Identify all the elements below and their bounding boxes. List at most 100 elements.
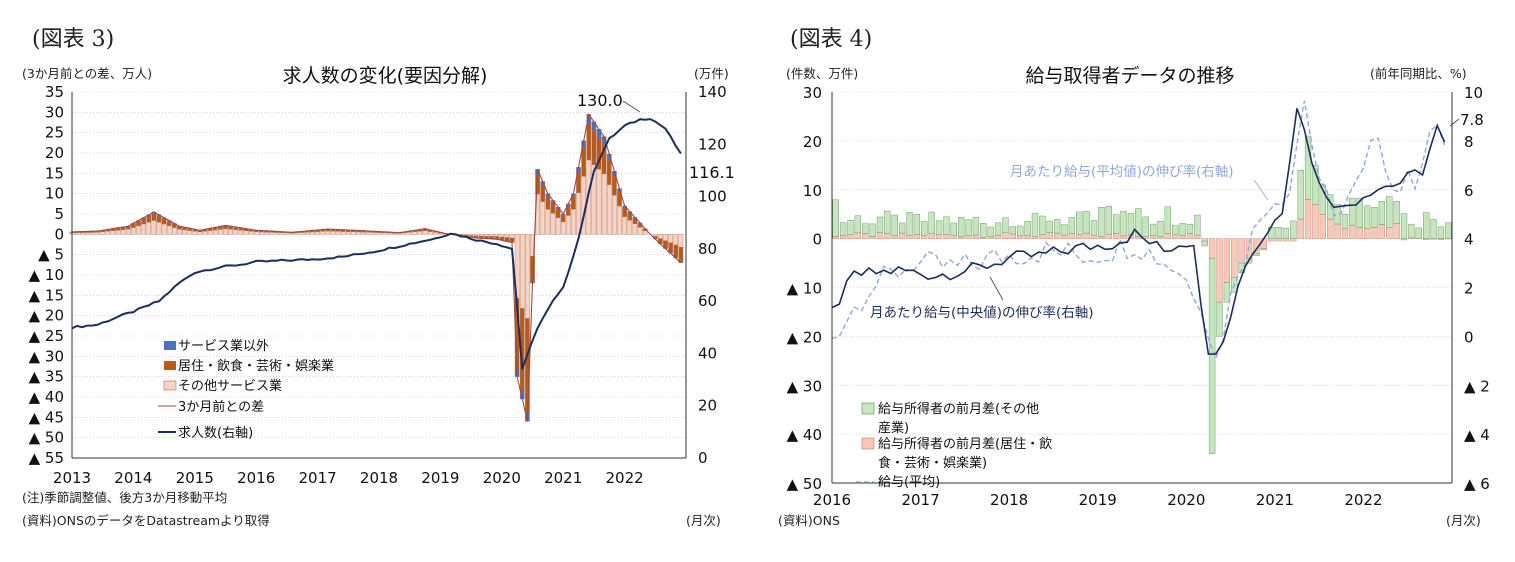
figure-label-1: (図表 3): [32, 27, 114, 52]
bar-other-11: [126, 229, 130, 234]
bar2-other-69: [1342, 214, 1348, 229]
bar2-hosp-32: [1069, 234, 1075, 239]
bar2-hosp-61: [1283, 239, 1289, 241]
bar2-hosp-53: [1224, 239, 1230, 283]
bar2-other-47: [1180, 223, 1186, 235]
bar2-other-25: [1017, 226, 1023, 236]
bar-other-84: [500, 234, 504, 237]
bar2-other-0: [833, 200, 839, 237]
bar2-other-3: [855, 216, 861, 233]
bar2-other-36: [1098, 207, 1104, 236]
bar-other-56: [356, 232, 360, 234]
legend-swatch-non-service: [164, 341, 176, 350]
bar-other-44: [295, 233, 299, 235]
bar2-other-42: [1143, 217, 1149, 237]
left-tick-1-12: ▲ 25: [29, 327, 64, 345]
bar2-hosp-36: [1098, 236, 1104, 238]
bar-hosp-102: [592, 131, 596, 165]
bar-other-6: [101, 232, 105, 235]
bar-other-61: [382, 233, 386, 235]
bar-other-117: [669, 234, 673, 243]
x-unit-2: (月次): [1446, 513, 1481, 528]
bar2-hosp-69: [1342, 229, 1348, 239]
bar2-other-13: [929, 212, 935, 234]
bar-other-78: [469, 234, 473, 235]
bar-other-5: [95, 232, 99, 234]
bar2-other-35: [1091, 220, 1097, 235]
bar2-other-48: [1187, 224, 1193, 233]
bar-other-2: [80, 233, 84, 235]
left-tick-1-16: ▲ 45: [29, 408, 64, 426]
bar-other-93: [546, 209, 550, 234]
bar2-hosp-64: [1305, 200, 1311, 239]
bar2-hosp-13: [929, 234, 935, 239]
bar-other-24: [193, 231, 197, 234]
annotation-last-2: 7.8: [1460, 111, 1484, 129]
bar-other-58: [367, 232, 371, 234]
bar-other-116: [663, 234, 667, 240]
bar-other-52: [336, 231, 340, 234]
bar2-other-27: [1032, 214, 1038, 237]
bar2-other-83: [1445, 223, 1451, 239]
bar-other-1: [75, 233, 79, 235]
bar2-hosp-27: [1032, 236, 1038, 238]
legend-swatch-hospitality: [164, 361, 176, 370]
annotation-peak-leader: [623, 101, 640, 112]
bar2-hosp-75: [1386, 228, 1392, 239]
bar-hosp-10: [121, 228, 125, 230]
right-tick-2-5: 0: [1464, 328, 1474, 346]
x-tick-2-5: 2021: [1256, 491, 1294, 509]
bar2-hosp-28: [1039, 235, 1045, 239]
bar-hosp-106: [612, 176, 616, 195]
bar-other-69: [423, 231, 427, 235]
bar2-hosp-20: [980, 237, 986, 238]
bar2-other-2: [848, 220, 854, 234]
bar2-hosp-62: [1290, 239, 1296, 241]
bar-other-118: [674, 234, 678, 245]
bar-other-53: [341, 231, 345, 234]
bar2-hosp-5: [870, 236, 876, 238]
bar-other-36: [254, 232, 258, 235]
left-tick-2-3: 0: [812, 231, 822, 249]
bar2-hosp-51: [1209, 239, 1215, 259]
left-tick-1-11: ▲ 20: [29, 307, 64, 325]
bar2-other-11: [914, 214, 920, 234]
bar2-hosp-55: [1239, 239, 1245, 263]
bar2-hosp-45: [1165, 234, 1171, 239]
bar2-other-72: [1364, 206, 1370, 229]
left-tick-2-7: ▲ 40: [787, 426, 822, 444]
chart-1: (図表 3) 求人数の変化(要因分解) (3か月前との差、万人) (万件) 35…: [22, 27, 735, 528]
bar-hosp-100: [582, 148, 586, 176]
bar-hosp-101: [587, 124, 591, 160]
bar-other-70: [428, 232, 432, 235]
bar-hosp-98: [571, 197, 575, 209]
left-tick-1-2: 25: [45, 124, 64, 142]
bar2-hosp-71: [1357, 228, 1363, 239]
bar-other-66: [408, 232, 412, 234]
bar-other-62: [387, 233, 391, 234]
bar-other-30: [223, 229, 227, 235]
bar2-hosp-23: [1003, 233, 1009, 239]
bar2-hosp-11: [914, 234, 920, 238]
x-tick-2-1: 2017: [901, 491, 939, 509]
bar2-other-82: [1438, 227, 1444, 239]
bar2-hosp-14: [936, 235, 942, 239]
legend-label-vacancies: 求人数(右軸): [178, 426, 253, 441]
x-tick-1-2: 2015: [176, 469, 214, 487]
left-tick-1-13: ▲ 30: [29, 347, 64, 365]
bar-hosp-119: [679, 247, 683, 261]
bar2-hosp-2: [848, 235, 854, 239]
bar-other-3: [85, 233, 89, 235]
right-tick-1-2: 100: [698, 188, 727, 206]
bar2-other-52: [1217, 302, 1223, 336]
bar2-hosp-34: [1084, 233, 1090, 239]
bar2-other-77: [1401, 214, 1407, 239]
bar2-other-29: [1047, 221, 1053, 233]
bar-hosp-92: [541, 186, 545, 202]
right-tick-1-3: 80: [698, 240, 717, 258]
bar2-other-12: [921, 221, 927, 235]
legend-label-non-service: サービス業以外: [178, 338, 269, 354]
bar-other-81: [484, 234, 488, 236]
